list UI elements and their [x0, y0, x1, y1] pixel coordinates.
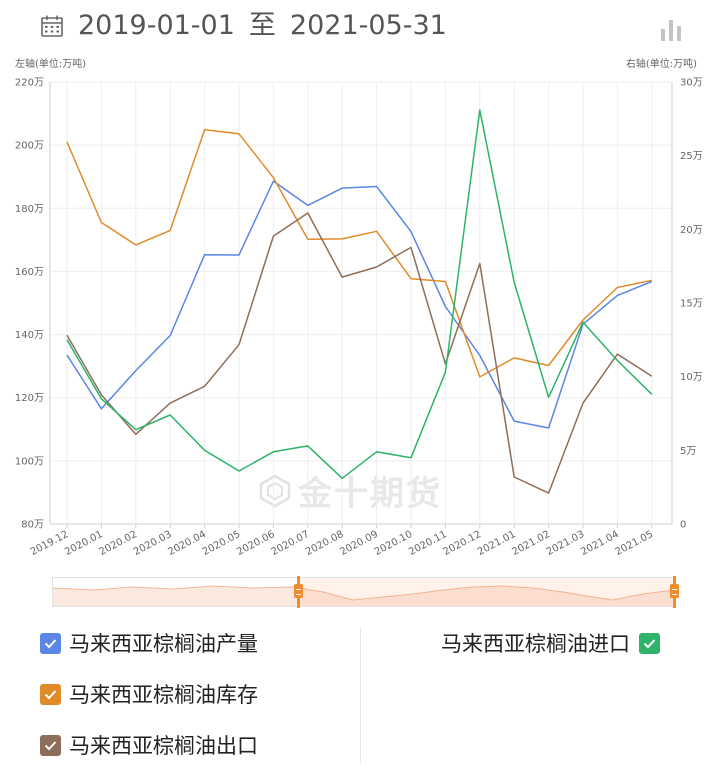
- slider-preview: [53, 585, 675, 606]
- right-axis-tick-label: 0: [680, 520, 686, 531]
- slider-selected-range[interactable]: [299, 578, 675, 606]
- right-axis-unit: 右轴(单位:万吨): [625, 59, 697, 70]
- left-axis-unit: 左轴(单位:万吨): [15, 59, 87, 70]
- check-icon: [44, 740, 57, 750]
- x-axis-tick-label: 2020.10: [373, 529, 415, 558]
- bar-chart-icon[interactable]: [658, 16, 684, 42]
- slider-start-handle[interactable]: [294, 576, 303, 608]
- left-axis-tick-label: 220万: [15, 78, 44, 89]
- right-axis-tick-label: 10万: [680, 372, 703, 383]
- x-axis-tick-label: 2020.05: [201, 529, 243, 558]
- right-axis-tick-label: 20万: [680, 225, 703, 236]
- x-axis-tick-label: 2020.06: [235, 529, 277, 558]
- x-axis-tick-label: 2020.01: [63, 529, 105, 558]
- x-axis-tick-label: 2020.08: [304, 529, 346, 558]
- legend-item-production[interactable]: 马来西亚棕榈油产量: [40, 628, 258, 658]
- x-axis-tick-label: 2021.04: [579, 529, 621, 558]
- legend-checkbox-import[interactable]: [639, 632, 660, 654]
- left-axis-tick-label: 80万: [21, 520, 44, 531]
- legend-item-export[interactable]: 马来西亚棕榈油出口: [40, 730, 258, 760]
- right-axis-tick-label: 15万: [680, 299, 703, 310]
- legend-label-production: 马来西亚棕榈油产量: [69, 632, 258, 656]
- watermark-text: 金十期货: [298, 474, 442, 514]
- legend-checkbox-inventory[interactable]: [40, 683, 61, 705]
- x-axis-tick-label: 2020.03: [132, 529, 174, 558]
- x-axis-tick-label: 2020.04: [166, 529, 208, 558]
- series-line-0: [66, 180, 653, 429]
- x-axis-tick-label: 2020.12: [442, 529, 484, 558]
- legend-divider: [360, 628, 361, 763]
- legend-label-export: 马来西亚棕榈油出口: [69, 734, 258, 758]
- left-axis-tick-label: 120万: [15, 393, 44, 404]
- right-axis-tick-label: 5万: [680, 446, 696, 457]
- watermark: 金十期货: [258, 466, 442, 515]
- jin10-logo-icon: [259, 474, 291, 507]
- legend-label-inventory: 马来西亚棕榈油库存: [69, 683, 258, 707]
- x-axis-tick-label: 2019.12: [29, 529, 71, 558]
- legend-item-import[interactable]: 马来西亚棕榈油进口: [441, 628, 660, 658]
- header: 2019-01-01 至 2021-05-31: [0, 0, 709, 52]
- calendar-icon[interactable]: [40, 14, 64, 38]
- x-axis-tick-label: 2021.05: [614, 529, 656, 558]
- check-icon: [44, 689, 57, 699]
- left-axis-tick-label: 100万: [15, 456, 44, 467]
- check-icon: [44, 638, 57, 648]
- check-icon: [643, 638, 656, 648]
- series-line-3: [66, 109, 653, 480]
- series-line-1: [66, 128, 652, 378]
- right-axis-tick-label: 25万: [680, 151, 703, 162]
- start-date: 2019-01-01: [78, 10, 235, 41]
- left-axis-tick-label: 180万: [15, 204, 44, 215]
- series-line-2: [66, 212, 653, 494]
- legend-label-import: 马来西亚棕榈油进口: [441, 632, 630, 656]
- x-axis-tick-label: 2021.03: [545, 529, 587, 558]
- legend-checkbox-export[interactable]: [40, 734, 61, 756]
- date-range[interactable]: 2019-01-01 至 2021-05-31: [78, 8, 447, 44]
- x-axis-tick-label: 2021.02: [510, 529, 552, 558]
- x-axis-tick-label: 2020.02: [98, 529, 140, 558]
- legend-item-inventory[interactable]: 马来西亚棕榈油库存: [40, 679, 258, 709]
- slider-end-handle[interactable]: [670, 576, 679, 608]
- date-separator: 至: [248, 10, 276, 41]
- right-axis-tick-label: 30万: [680, 78, 703, 89]
- x-axis-tick-label: 2020.07: [270, 529, 312, 558]
- range-slider[interactable]: [52, 576, 679, 608]
- x-axis-tick-label: 2021.01: [476, 529, 518, 558]
- x-axis-tick-label: 2020.11: [407, 529, 449, 558]
- left-axis-tick-label: 140万: [15, 330, 44, 341]
- legend-checkbox-production[interactable]: [40, 632, 61, 654]
- x-axis-tick-label: 2020.09: [338, 529, 380, 558]
- end-date: 2021-05-31: [289, 10, 447, 41]
- left-axis-tick-label: 160万: [15, 267, 44, 278]
- line-chart: 80万 100万 120万 140万 160万 180万 200万 220万 0 5万 10万 15万…: [15, 78, 703, 559]
- left-axis-tick-label: 200万: [15, 141, 44, 152]
